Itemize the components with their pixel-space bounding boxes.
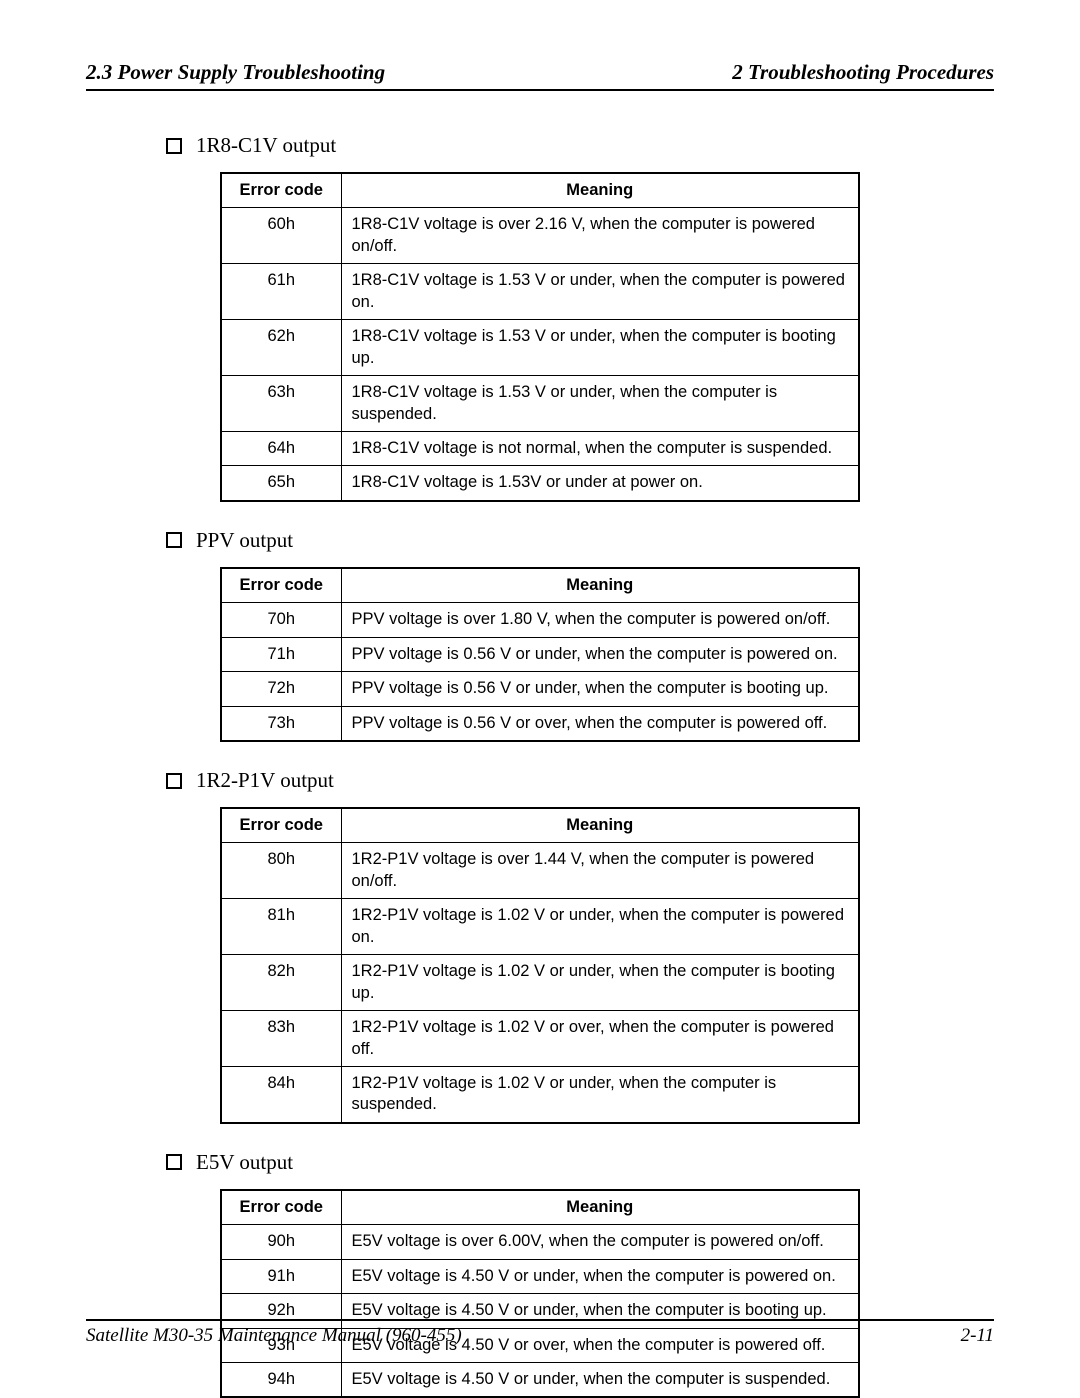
footer-left: Satellite M30-35 Maintenance Manual (960…: [86, 1325, 462, 1347]
error-code-cell: 94h: [221, 1363, 341, 1398]
meaning-cell: 1R2-P1V voltage is 1.02 V or under, when…: [341, 1066, 859, 1122]
table-header-meaning: Meaning: [341, 173, 859, 208]
header-left: 2.3 Power Supply Troubleshooting: [86, 60, 385, 85]
table-row: 90hE5V voltage is over 6.00V, when the c…: [221, 1225, 859, 1259]
meaning-cell: 1R8-C1V voltage is 1.53 V or under, when…: [341, 376, 859, 432]
meaning-cell: E5V voltage is over 6.00V, when the comp…: [341, 1225, 859, 1259]
table-row: 73hPPV voltage is 0.56 V or over, when t…: [221, 706, 859, 741]
error-code-cell: 65h: [221, 466, 341, 501]
section-title: PPV output: [196, 528, 293, 553]
meaning-cell: PPV voltage is 0.56 V or under, when the…: [341, 637, 859, 671]
table-row: 65h1R8-C1V voltage is 1.53V or under at …: [221, 466, 859, 501]
table-header-meaning: Meaning: [341, 1190, 859, 1225]
table-row: 81h1R2-P1V voltage is 1.02 V or under, w…: [221, 899, 859, 955]
table-row: 72hPPV voltage is 0.56 V or under, when …: [221, 672, 859, 706]
table-row: 64h1R8-C1V voltage is not normal, when t…: [221, 431, 859, 465]
table-row: 61h1R8-C1V voltage is 1.53 V or under, w…: [221, 264, 859, 320]
meaning-cell: E5V voltage is 4.50 V or under, when the…: [341, 1363, 859, 1398]
footer-right: 2-11: [961, 1325, 994, 1347]
error-code-table: Error codeMeaning90hE5V voltage is over …: [220, 1189, 860, 1398]
error-code-cell: 71h: [221, 637, 341, 671]
section: E5V outputError codeMeaning90hE5V voltag…: [166, 1150, 994, 1398]
table-header-code: Error code: [221, 1190, 341, 1225]
error-code-cell: 80h: [221, 843, 341, 899]
error-code-cell: 82h: [221, 955, 341, 1011]
meaning-cell: 1R8-C1V voltage is 1.53 V or under, when…: [341, 320, 859, 376]
table-row: 62h1R8-C1V voltage is 1.53 V or under, w…: [221, 320, 859, 376]
section: PPV outputError codeMeaning70hPPV voltag…: [166, 528, 994, 742]
page-header: 2.3 Power Supply Troubleshooting 2 Troub…: [86, 60, 994, 91]
error-code-cell: 91h: [221, 1259, 341, 1293]
section-title: 1R2-P1V output: [196, 768, 334, 793]
table-row: 83h1R2-P1V voltage is 1.02 V or over, wh…: [221, 1011, 859, 1067]
checkbox-icon: [166, 1154, 182, 1170]
error-code-cell: 73h: [221, 706, 341, 741]
error-code-cell: 70h: [221, 603, 341, 637]
meaning-cell: 1R8-C1V voltage is 1.53 V or under, when…: [341, 264, 859, 320]
section-title: E5V output: [196, 1150, 293, 1175]
table-header-code: Error code: [221, 808, 341, 843]
meaning-cell: PPV voltage is over 1.80 V, when the com…: [341, 603, 859, 637]
error-code-table: Error codeMeaning80h1R2-P1V voltage is o…: [220, 807, 860, 1124]
error-code-cell: 83h: [221, 1011, 341, 1067]
table-header-meaning: Meaning: [341, 568, 859, 603]
error-code-cell: 61h: [221, 264, 341, 320]
checkbox-icon: [166, 773, 182, 789]
error-code-cell: 62h: [221, 320, 341, 376]
sections-container: 1R8-C1V outputError codeMeaning60h1R8-C1…: [86, 133, 994, 1398]
error-code-cell: 90h: [221, 1225, 341, 1259]
table-row: 84h1R2-P1V voltage is 1.02 V or under, w…: [221, 1066, 859, 1122]
section-heading: 1R2-P1V output: [166, 768, 994, 793]
section: 1R2-P1V outputError codeMeaning80h1R2-P1…: [166, 768, 994, 1124]
error-code-cell: 72h: [221, 672, 341, 706]
table-row: 94hE5V voltage is 4.50 V or under, when …: [221, 1363, 859, 1398]
section-heading: PPV output: [166, 528, 994, 553]
table-row: 70hPPV voltage is over 1.80 V, when the …: [221, 603, 859, 637]
checkbox-icon: [166, 138, 182, 154]
section-title: 1R8-C1V output: [196, 133, 336, 158]
meaning-cell: 1R2-P1V voltage is 1.02 V or over, when …: [341, 1011, 859, 1067]
page: 2.3 Power Supply Troubleshooting 2 Troub…: [0, 0, 1080, 1397]
section-heading: E5V output: [166, 1150, 994, 1175]
page-footer: Satellite M30-35 Maintenance Manual (960…: [86, 1319, 994, 1347]
checkbox-icon: [166, 532, 182, 548]
table-row: 80h1R2-P1V voltage is over 1.44 V, when …: [221, 843, 859, 899]
table-row: 91hE5V voltage is 4.50 V or under, when …: [221, 1259, 859, 1293]
table-row: 63h1R8-C1V voltage is 1.53 V or under, w…: [221, 376, 859, 432]
error-code-cell: 63h: [221, 376, 341, 432]
meaning-cell: PPV voltage is 0.56 V or over, when the …: [341, 706, 859, 741]
meaning-cell: 1R2-P1V voltage is over 1.44 V, when the…: [341, 843, 859, 899]
table-row: 71hPPV voltage is 0.56 V or under, when …: [221, 637, 859, 671]
error-code-cell: 64h: [221, 431, 341, 465]
section: 1R8-C1V outputError codeMeaning60h1R8-C1…: [166, 133, 994, 502]
error-code-table: Error codeMeaning70hPPV voltage is over …: [220, 567, 860, 742]
error-code-cell: 60h: [221, 208, 341, 264]
section-heading: 1R8-C1V output: [166, 133, 994, 158]
meaning-cell: 1R8-C1V voltage is over 2.16 V, when the…: [341, 208, 859, 264]
meaning-cell: 1R2-P1V voltage is 1.02 V or under, when…: [341, 955, 859, 1011]
meaning-cell: E5V voltage is 4.50 V or under, when the…: [341, 1259, 859, 1293]
table-row: 60h1R8-C1V voltage is over 2.16 V, when …: [221, 208, 859, 264]
meaning-cell: PPV voltage is 0.56 V or under, when the…: [341, 672, 859, 706]
meaning-cell: 1R2-P1V voltage is 1.02 V or under, when…: [341, 899, 859, 955]
error-code-cell: 84h: [221, 1066, 341, 1122]
error-code-cell: 81h: [221, 899, 341, 955]
table-header-code: Error code: [221, 568, 341, 603]
error-code-table: Error codeMeaning60h1R8-C1V voltage is o…: [220, 172, 860, 502]
table-header-meaning: Meaning: [341, 808, 859, 843]
table-header-code: Error code: [221, 173, 341, 208]
meaning-cell: 1R8-C1V voltage is 1.53V or under at pow…: [341, 466, 859, 501]
meaning-cell: 1R8-C1V voltage is not normal, when the …: [341, 431, 859, 465]
table-row: 82h1R2-P1V voltage is 1.02 V or under, w…: [221, 955, 859, 1011]
header-right: 2 Troubleshooting Procedures: [732, 60, 994, 85]
